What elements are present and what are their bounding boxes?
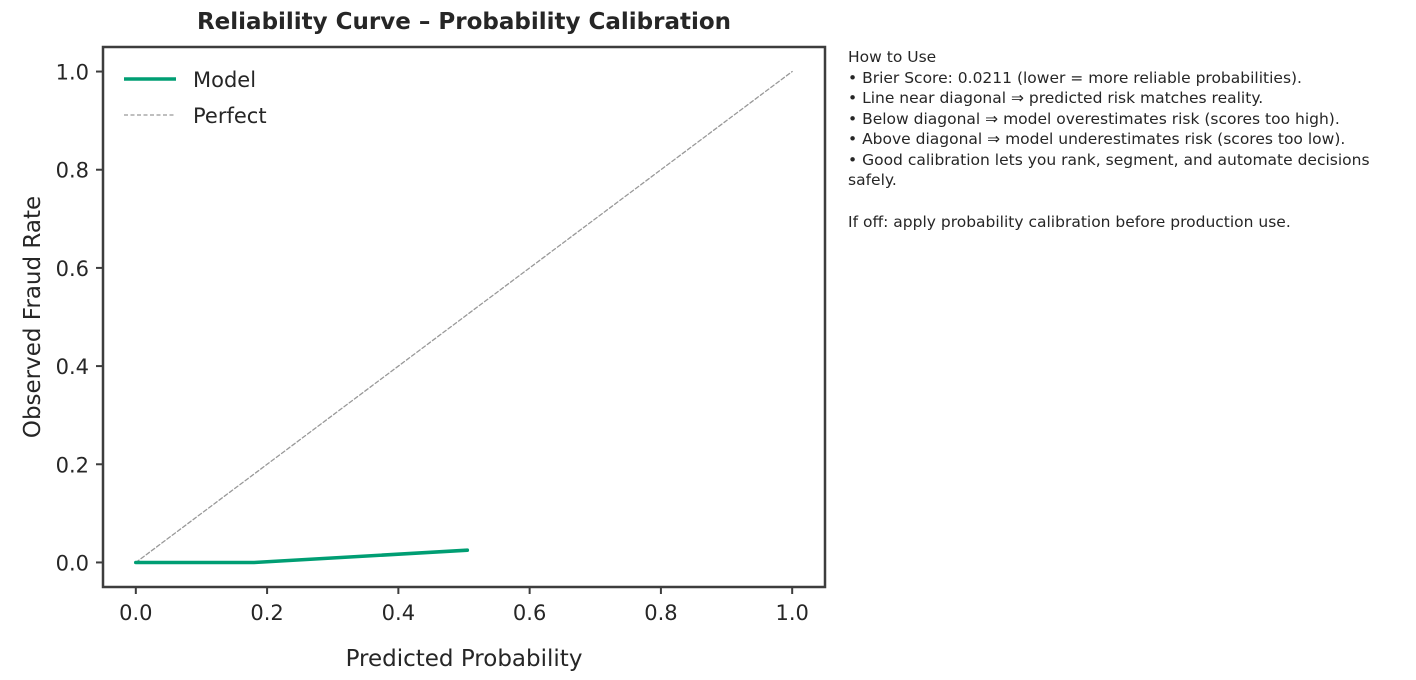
notes-bullet: • Good calibration lets you rank, segmen… [848,150,1370,190]
y-tick-label: 0.4 [56,355,89,379]
x-tick-label: 0.4 [382,601,415,625]
x-tick-label: 0.0 [119,601,152,625]
legend-label-perfect: Perfect [193,104,267,128]
plot-frame [101,45,827,589]
notes-spacer [848,191,1413,212]
notes-bullet: • Below diagonal ⇒ model overestimates r… [848,109,1340,128]
how-to-use-panel: How to Use • Brier Score: 0.0211 (lower … [848,47,1413,232]
legend-label-model: Model [193,68,256,92]
y-tick-label: 0.0 [56,551,89,575]
notes-footer: If off: apply probability calibration be… [848,212,1291,231]
reliability-chart: Reliability Curve – Probability Calibrat… [20,9,827,672]
series-line-perfect [135,70,793,564]
x-tick-label: 1.0 [775,601,808,625]
x-tick-label: 0.2 [250,601,283,625]
notes-heading: How to Use [848,48,937,66]
series-layer [134,70,793,565]
notes-bullet: • Brier Score: 0.0211 (lower = more reli… [848,68,1302,87]
legend: Model Perfect [124,68,267,128]
y-axis-label: Observed Fraud Rate [20,196,46,438]
notes-bullet: • Above diagonal ⇒ model underestimates … [848,130,1346,148]
x-tick-label: 0.8 [644,601,677,625]
y-tick-label: 0.8 [56,159,89,183]
y-axis: 0.0 0.2 0.4 0.6 0.8 1.0 [56,61,103,575]
y-tick-label: 1.0 [56,61,89,85]
x-axis-label: Predicted Probability [346,646,583,672]
series-line-model [134,548,470,565]
x-tick-label: 0.6 [513,601,546,625]
y-tick-label: 0.2 [56,453,89,477]
x-axis: 0.0 0.2 0.4 0.6 0.8 1.0 [119,587,809,625]
y-tick-label: 0.6 [56,257,89,281]
chart-title: Reliability Curve – Probability Calibrat… [197,9,731,35]
notes-bullet: • Line near diagonal ⇒ predicted risk ma… [848,89,1264,107]
